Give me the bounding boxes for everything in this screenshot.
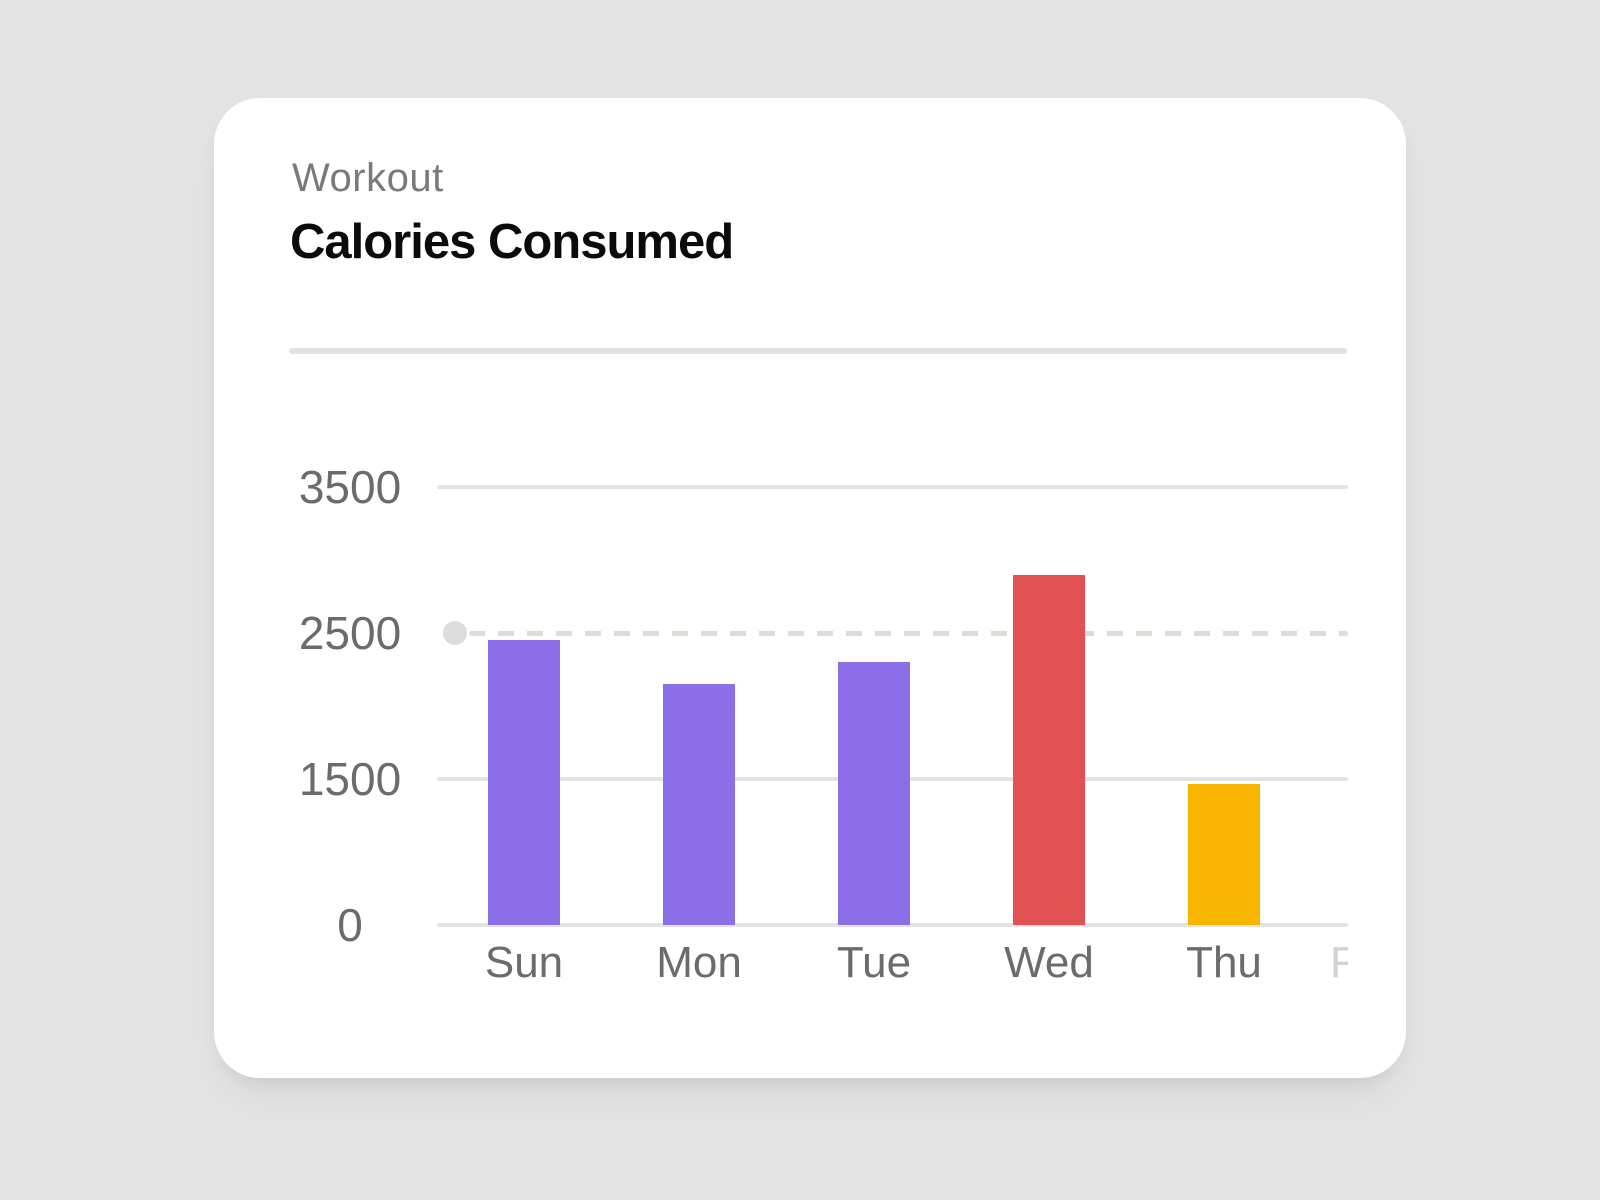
dashed-guide-line <box>469 631 1348 636</box>
y-axis-tick-label: 1500 <box>298 753 402 805</box>
x-axis-label-mon: Mon <box>656 938 742 987</box>
y-axis-tick-label: 2500 <box>298 607 402 659</box>
bar-sun[interactable] <box>488 640 560 925</box>
guide-dot-icon <box>443 621 467 645</box>
calories-bar-chart: 0 1500 2500 3500 Sun Mon Tue Wed Thu F <box>214 98 1406 1078</box>
gridline-3500 <box>437 485 1348 489</box>
bar-tue[interactable] <box>838 662 910 925</box>
x-axis-label-sun: Sun <box>484 938 564 987</box>
x-axis-label-fri-clipped: F <box>1330 938 1348 987</box>
bar-mon[interactable] <box>663 684 735 925</box>
header-divider <box>289 348 1347 354</box>
y-axis-tick-label: 0 <box>337 899 363 951</box>
x-axis-label-tue: Tue <box>836 938 912 987</box>
card-eyebrow: Workout <box>292 156 444 200</box>
gridline-0 <box>437 923 1348 927</box>
bar-wed[interactable] <box>1013 574 1085 925</box>
x-axis-label-clip-region: F <box>437 936 1348 990</box>
card-title: Calories Consumed <box>290 215 734 269</box>
x-axis-label-wed: Wed <box>1004 938 1094 987</box>
bar-thu[interactable] <box>1188 783 1260 925</box>
y-axis-tick-label: 3500 <box>298 461 402 513</box>
workout-card: Workout Calories Consumed 0 1500 2500 3500 S… <box>214 98 1406 1078</box>
x-axis-label-thu: Thu <box>1186 938 1262 987</box>
